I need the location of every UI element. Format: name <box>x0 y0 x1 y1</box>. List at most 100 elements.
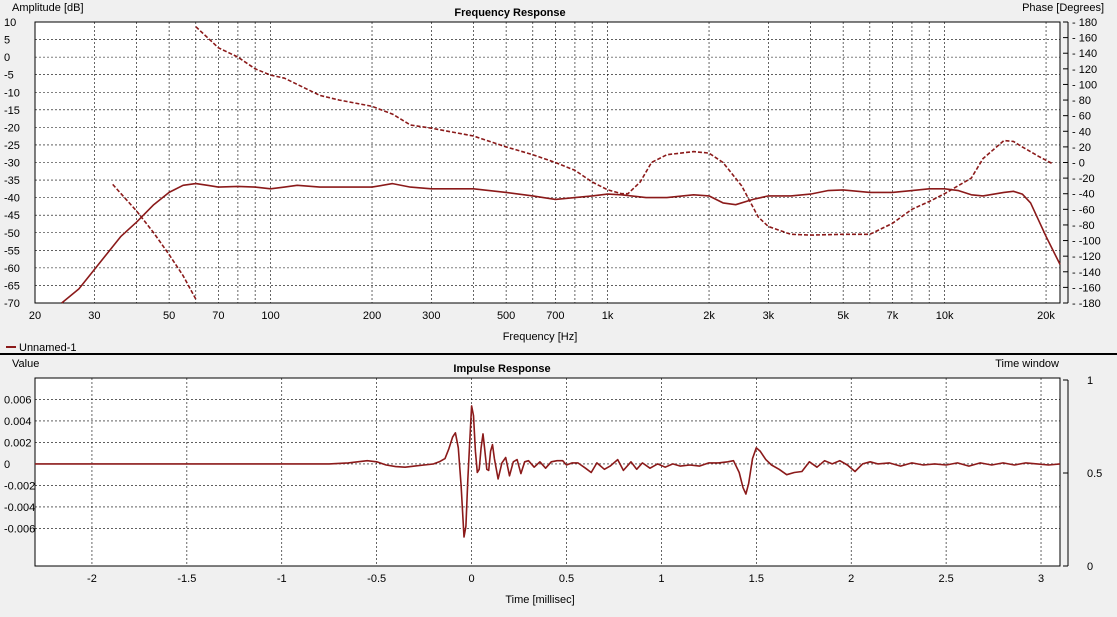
freq-y-tick-label: -40 <box>4 193 20 205</box>
imp-x-tick-label: -2 <box>87 573 97 585</box>
imp-grid <box>34 377 1061 567</box>
freq-y2-tick-label: - 80 <box>1072 95 1091 107</box>
freq-y2-tick-label: - -120 <box>1072 251 1101 263</box>
phase-line <box>112 183 197 300</box>
imp-y-tick-label: -0.002 <box>4 480 35 492</box>
freq-x-tick-label: 20k <box>1037 310 1055 322</box>
freq-y2-tick-label: - -60 <box>1072 204 1095 216</box>
impulse-response-chart: Value Impulse Response Time window 10.50… <box>4 358 1102 606</box>
freq-y2-tick-label: - 40 <box>1072 126 1091 138</box>
freq-y2-tick-label: - 60 <box>1072 111 1091 123</box>
freq-plot-border <box>34 21 1061 304</box>
freq-y-tick-label: -50 <box>4 228 20 240</box>
freq-y2-ticks: - 180 - 160 - 140 - 120 - 100 - 80 - 60 - 40 - 2… <box>1063 17 1101 310</box>
imp-plot-area[interactable] <box>35 378 1060 566</box>
imp-x-tick-label: 0 <box>469 573 475 585</box>
freq-y2-tick-label: - 100 <box>1072 79 1097 91</box>
freq-x-tick-label: 100 <box>261 310 279 322</box>
freq-y-tick-label: -10 <box>4 87 20 99</box>
freq-y-tick-label: -20 <box>4 122 20 134</box>
freq-x-tick-label: 3k <box>763 310 775 322</box>
freq-y-axis-title: Amplitude [dB] <box>12 2 84 14</box>
freq-x-tick-label: 500 <box>497 310 515 322</box>
freq-y-tick-label: -5 <box>4 70 14 82</box>
legend-label: Unnamed-1 <box>19 342 76 354</box>
freq-y2-tick-label: - 160 <box>1072 33 1097 45</box>
freq-y-tick-label: -25 <box>4 140 20 152</box>
freq-y-tick-label: -55 <box>4 245 20 257</box>
imp-x-tick-label: 1 <box>658 573 664 585</box>
imp-x-tick-label: -0.5 <box>367 573 386 585</box>
amplitude-line <box>61 182 1061 304</box>
imp-x-tick-label: 2.5 <box>938 573 953 585</box>
freq-y2-tick-label: - -160 <box>1072 282 1101 294</box>
freq-y2-tick-label: - 20 <box>1072 142 1091 154</box>
freq-y-tick-label: 5 <box>4 35 10 47</box>
imp-x-tick-label: -1 <box>277 573 287 585</box>
freq-y-tick-label: 0 <box>4 52 10 64</box>
freq-y2-tick-label: - 180 <box>1072 17 1097 29</box>
frequency-response-chart: Amplitude [dB] Frequency Response Phase … <box>4 2 1104 343</box>
imp-plot-border <box>34 377 1061 567</box>
freq-y-tick-label: -45 <box>4 210 20 222</box>
freq-x-tick-label: 700 <box>546 310 564 322</box>
freq-y-tick-label: -70 <box>4 298 20 310</box>
imp-x-tick-label: 1.5 <box>749 573 764 585</box>
freq-x-tick-label: 70 <box>212 310 224 322</box>
imp-y2-ticks: 10.50 <box>1063 375 1102 573</box>
freq-x-tick-label: 20 <box>29 310 41 322</box>
freq-y-tick-label: -30 <box>4 158 20 170</box>
imp-y-ticks: 0.006 0.004 0.002 0 -0.002 -0.004 -0.006 <box>4 394 35 535</box>
freq-y-tick-label: -60 <box>4 263 20 275</box>
freq-x-ticks: 20 30 50 70 100 200 300 500 700 1k 2k 3k 5k 7k 10k 20k <box>29 310 1056 322</box>
freq-y2-tick-label: - -80 <box>1072 220 1095 232</box>
freq-y2-tick-label: - -180 <box>1072 298 1101 310</box>
freq-x-tick-label: 1k <box>602 310 614 322</box>
imp-y2-tick-label: 1 <box>1087 375 1093 387</box>
legend[interactable]: Unnamed-1 <box>6 342 76 354</box>
imp-y-tick-label: 0.004 <box>4 416 32 428</box>
freq-y2-tick-label: - -40 <box>1072 189 1095 201</box>
imp-y-tick-label: -0.004 <box>4 502 35 514</box>
freq-y-ticks: 10 5 0 -5 -10 -15 -20 -25 -30 -35 -40 -45 -50 -55 -60 -… <box>4 17 20 310</box>
freq-x-tick-label: 200 <box>363 310 381 322</box>
freq-y-tick-label: -65 <box>4 280 20 292</box>
freq-y2-tick-label: - -140 <box>1072 267 1101 279</box>
freq-x-tick-label: 5k <box>837 310 849 322</box>
freq-chart-title: Frequency Response <box>454 7 565 19</box>
freq-x-axis-title: Frequency [Hz] <box>503 331 578 343</box>
imp-y-tick-label: 0.002 <box>4 437 32 449</box>
imp-chart-title: Impulse Response <box>453 363 550 375</box>
freq-x-tick-label: 2k <box>703 310 715 322</box>
freq-grid <box>34 21 1061 304</box>
phase-line <box>195 26 1054 236</box>
freq-y2-tick-label: - -100 <box>1072 236 1101 248</box>
freq-y-tick-label: -15 <box>4 105 20 117</box>
freq-series <box>61 26 1061 304</box>
freq-y2-tick-label: - 120 <box>1072 64 1097 76</box>
freq-y2-tick-label: - -20 <box>1072 173 1095 185</box>
imp-x-tick-label: 3 <box>1038 573 1044 585</box>
freq-x-tick-label: 300 <box>422 310 440 322</box>
freq-y-tick-label: 10 <box>4 17 16 29</box>
freq-y2-tick-label: - 140 <box>1072 48 1097 60</box>
imp-y-tick-label: 0 <box>4 459 10 471</box>
imp-y-tick-label: -0.006 <box>4 523 35 535</box>
impulse-line <box>35 405 1061 538</box>
imp-x-axis-title: Time [millisec] <box>505 594 574 606</box>
imp-series <box>35 405 1061 538</box>
freq-y2-tick-label: - 0 <box>1072 158 1085 170</box>
freq-y-tick-label: -35 <box>4 175 20 187</box>
imp-y2-tick-label: 0.5 <box>1087 468 1102 480</box>
imp-x-tick-label: 2 <box>848 573 854 585</box>
imp-y-tick-label: 0.006 <box>4 394 32 406</box>
freq-x-tick-label: 50 <box>163 310 175 322</box>
imp-y2-axis-title: Time window <box>995 358 1059 370</box>
freq-x-tick-label: 10k <box>936 310 954 322</box>
freq-x-tick-label: 7k <box>887 310 899 322</box>
imp-x-ticks: -2 -1.5 -1 -0.5 0 0.5 1 1.5 2 2.5 3 <box>87 573 1044 585</box>
imp-x-tick-label: 0.5 <box>559 573 574 585</box>
freq-y2-axis-title: Phase [Degrees] <box>1022 2 1104 14</box>
imp-y-axis-title: Value <box>12 358 39 370</box>
